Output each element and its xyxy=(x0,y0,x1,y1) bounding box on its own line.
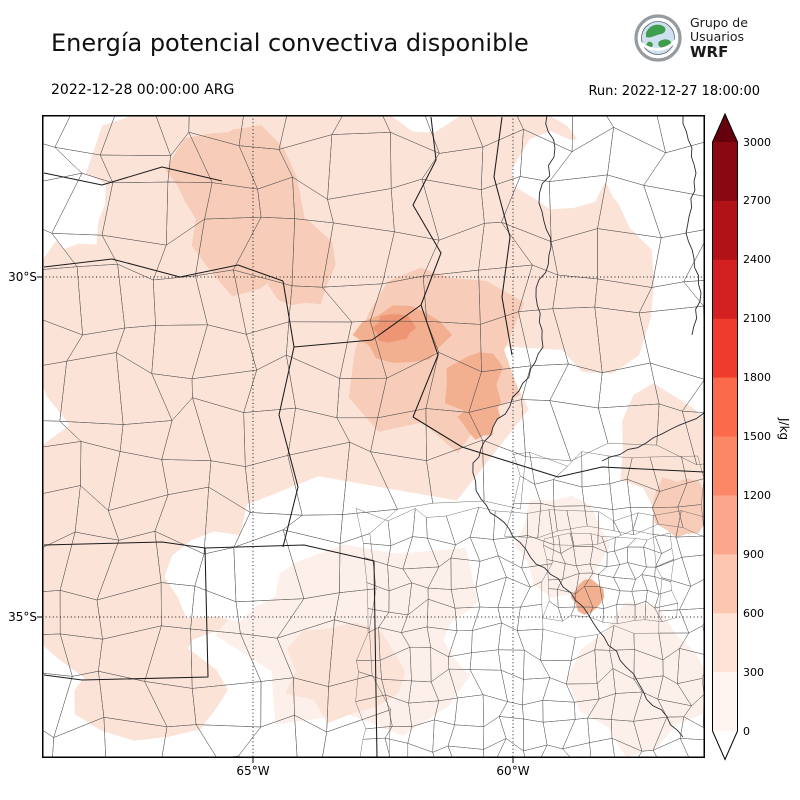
colorbar-tick-label: 0 xyxy=(743,724,750,738)
logo-text-wrf: WRF xyxy=(690,43,729,61)
lat-tick-35s: 35°S xyxy=(8,610,37,624)
colorbar-segment xyxy=(712,613,738,673)
lon-tick-65w: 65°W xyxy=(236,764,270,778)
colorbar-segment xyxy=(712,495,738,555)
logo-text-line: Usuarios xyxy=(690,29,745,44)
cape-shading-blob xyxy=(602,123,700,225)
cape-shading-blob xyxy=(651,477,705,538)
rivers xyxy=(472,115,705,738)
province-boundary xyxy=(278,280,299,548)
cape-shading-blob xyxy=(165,132,241,219)
wrf-logo: Grupo de Usuarios WRF xyxy=(633,13,748,63)
map-border xyxy=(42,115,705,758)
colorbar-tick-label: 2100 xyxy=(743,312,771,326)
colorbar-tick-label: 600 xyxy=(743,606,764,620)
cape-shading-blob xyxy=(566,601,705,757)
colorbar-ticks: 3000 2700 2400 2100 1800 1500 1200 900 600 300 0 xyxy=(743,113,787,760)
cape-shading-blob xyxy=(527,212,655,374)
map-graphics xyxy=(42,115,705,758)
province-boundary xyxy=(493,116,513,356)
colorbar-tick-label: 1800 xyxy=(743,371,771,385)
colorbar-tick-label: 1200 xyxy=(743,488,771,502)
colorbar-over-arrow xyxy=(712,114,738,142)
province-boundary xyxy=(43,166,223,186)
colorbar-tick-label: 1500 xyxy=(743,430,771,443)
river-line xyxy=(682,115,702,336)
page-title: Energía potencial convectiva disponible xyxy=(51,29,529,57)
colorbar-tick-label: 300 xyxy=(743,665,764,679)
province-boundary xyxy=(412,416,705,478)
river-line xyxy=(601,412,705,462)
province-boundary xyxy=(204,544,375,562)
province-boundary xyxy=(43,547,209,681)
cape-shading-blob xyxy=(443,593,544,677)
colorbar-segment xyxy=(712,318,738,378)
colorbar xyxy=(712,112,738,761)
cape-shading-blob xyxy=(457,393,501,440)
map-panel xyxy=(37,115,705,763)
colorbar-segment xyxy=(712,377,738,437)
colorbar-tick-label: 900 xyxy=(743,547,764,561)
axis-tick-marks xyxy=(37,276,514,763)
logo-text-line: Grupo de xyxy=(690,15,748,30)
run-time-label: Run: 2022-12-27 18:00:00 xyxy=(588,84,760,99)
cape-shading-blob xyxy=(217,724,394,758)
cape-shading-blob xyxy=(42,368,260,704)
colorbar-segment xyxy=(712,259,738,320)
cape-shading xyxy=(42,115,705,758)
lat-tick-30s: 30°S xyxy=(8,270,37,284)
province-boundaries xyxy=(43,116,705,758)
colorbar-segment xyxy=(712,672,738,732)
colorbar-tick-label: 3000 xyxy=(743,135,771,149)
cape-shading-blob xyxy=(570,579,605,615)
province-boundary xyxy=(293,304,422,348)
globe-icon xyxy=(634,14,682,62)
cape-shading-blob xyxy=(511,131,617,210)
province-boundary xyxy=(412,116,442,418)
cape-shading-blob xyxy=(164,531,285,622)
logo-text: Grupo de Usuarios WRF xyxy=(690,15,748,61)
cape-shading-blob xyxy=(74,636,228,741)
river-line xyxy=(472,115,684,738)
colorbar-tick-label: 2700 xyxy=(743,194,771,208)
colorbar-segment xyxy=(712,554,738,614)
colorbar-tick-label: 2400 xyxy=(743,253,771,267)
graticule-lines xyxy=(42,115,705,758)
colorbar-segment xyxy=(712,142,738,202)
colorbar-outline xyxy=(712,112,738,761)
lon-tick-60w: 60°W xyxy=(496,764,530,778)
cape-shading-blob xyxy=(42,152,106,250)
province-boundary xyxy=(373,560,378,758)
cape-map xyxy=(37,115,705,763)
colorbar-unit-label: J/kg xyxy=(777,418,791,441)
province-boundary xyxy=(43,541,206,549)
valid-time-label: 2022-12-28 00:00:00 ARG xyxy=(51,82,235,98)
cape-shading-blob xyxy=(620,383,705,510)
cape-shading-blob xyxy=(267,218,336,306)
colorbar-under-arrow xyxy=(712,731,738,760)
colorbar-segment xyxy=(712,200,738,261)
colorbar-segment xyxy=(712,436,738,496)
